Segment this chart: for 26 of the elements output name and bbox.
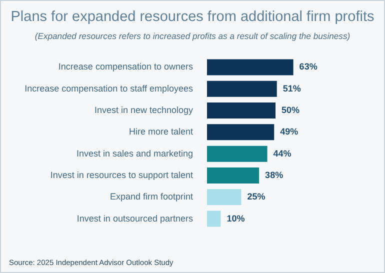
y-tick-label: Invest in outsourced partners [76, 213, 194, 224]
data-label: 51% [282, 83, 301, 94]
bar [207, 124, 274, 140]
bar [207, 146, 268, 162]
data-label: 49% [280, 126, 298, 137]
data-label: 50% [282, 105, 300, 116]
bar [207, 210, 221, 227]
y-tick-label: Hire more talent [128, 126, 194, 137]
data-label: 44% [273, 148, 292, 158]
y-tick-label: Expand firm footprint [110, 192, 194, 202]
bar [207, 80, 277, 97]
bar [207, 189, 242, 206]
y-tick-label: Invest in resources to support talent [50, 170, 194, 180]
y-tick-label: Invest in new technology [94, 105, 194, 116]
y-tick-label: Increase compensation to staff employees [24, 83, 194, 94]
bar [207, 102, 276, 119]
bar [207, 167, 260, 184]
data-label: 10% [226, 213, 245, 224]
y-tick-label: Increase compensation to owners [58, 62, 194, 72]
data-label: 38% [265, 170, 284, 180]
data-label: 63% [299, 62, 318, 72]
chart-subtitle: (Expanded resources refers to increased profits as a result of scaling the business) [34, 31, 352, 41]
chart-title: Plans for expanded resources from additional firm profits [10, 9, 376, 25]
data-label: 25% [247, 192, 266, 202]
bar [207, 59, 294, 76]
y-tick-label: Invest in sales and marketing [76, 148, 193, 158]
